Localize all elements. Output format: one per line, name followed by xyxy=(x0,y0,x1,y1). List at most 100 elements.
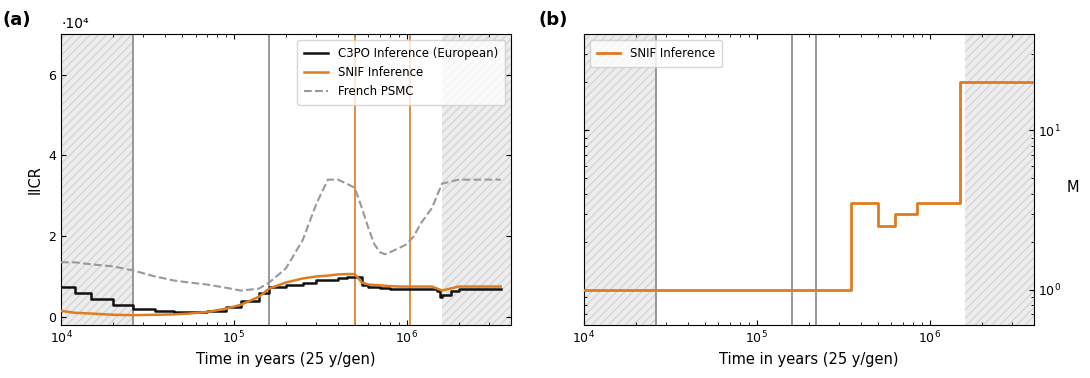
Text: (b): (b) xyxy=(538,11,568,29)
C3PO Inference (European) xyxy=(322,277,335,282)
Bar xyxy=(584,34,655,325)
French PSMC xyxy=(310,201,323,206)
Line: French PSMC: French PSMC xyxy=(61,180,500,291)
C3PO Inference (European) xyxy=(107,302,120,307)
French PSMC xyxy=(340,181,353,186)
C3PO Inference (European) xyxy=(234,298,247,303)
French PSMC xyxy=(126,268,140,273)
C3PO Inference (European) xyxy=(279,282,292,287)
SNIF Inference xyxy=(201,310,214,314)
SNIF Inference xyxy=(219,307,232,311)
SNIF Inference xyxy=(871,224,884,228)
SNIF Inference xyxy=(362,282,375,287)
C3PO Inference (European) xyxy=(414,286,427,291)
SNIF Inference xyxy=(310,274,323,279)
French PSMC xyxy=(374,250,387,254)
C3PO Inference (European) xyxy=(340,275,353,280)
C3PO Inference (European) xyxy=(433,294,446,299)
French PSMC xyxy=(408,234,421,239)
SNIF Inference xyxy=(414,284,427,289)
French PSMC xyxy=(263,280,276,285)
SNIF Inference xyxy=(107,313,120,317)
C3PO Inference (European) xyxy=(182,310,195,314)
SNIF Inference xyxy=(374,283,387,288)
SNIF Inference xyxy=(888,211,901,216)
French PSMC xyxy=(201,282,214,287)
X-axis label: Time in years (25 y/gen): Time in years (25 y/gen) xyxy=(196,352,376,367)
French PSMC xyxy=(168,278,181,283)
SNIF Inference xyxy=(1027,80,1040,85)
C3PO Inference (European) xyxy=(408,286,421,291)
SNIF Inference xyxy=(845,287,858,292)
French PSMC xyxy=(414,222,427,226)
French PSMC xyxy=(148,274,161,279)
Line: C3PO Inference (European): C3PO Inference (European) xyxy=(61,277,500,312)
French PSMC xyxy=(253,286,266,291)
French PSMC xyxy=(425,206,438,210)
C3PO Inference (European) xyxy=(435,292,448,297)
SNIF Inference xyxy=(431,286,444,291)
French PSMC xyxy=(494,177,507,182)
Text: (a): (a) xyxy=(2,11,31,29)
Bar xyxy=(61,34,133,325)
SNIF Inference xyxy=(126,313,140,318)
SNIF Inference xyxy=(384,284,397,288)
C3PO Inference (European) xyxy=(69,290,82,295)
Line: SNIF Inference: SNIF Inference xyxy=(61,274,500,315)
SNIF Inference xyxy=(182,311,195,316)
SNIF Inference xyxy=(435,288,448,293)
Legend: C3PO Inference (European), SNIF Inference, French PSMC: C3PO Inference (European), SNIF Inferenc… xyxy=(298,40,505,105)
French PSMC xyxy=(182,280,195,285)
C3PO Inference (European) xyxy=(348,275,361,280)
C3PO Inference (European) xyxy=(392,286,405,291)
C3PO Inference (European) xyxy=(54,284,68,289)
French PSMC xyxy=(378,252,391,257)
Legend: SNIF Inference: SNIF Inference xyxy=(590,40,723,67)
French PSMC xyxy=(400,242,413,246)
French PSMC xyxy=(469,177,482,182)
SNIF Inference xyxy=(911,211,924,216)
C3PO Inference (European) xyxy=(431,288,444,293)
French PSMC xyxy=(107,264,120,269)
Y-axis label: M: M xyxy=(1066,180,1079,195)
French PSMC xyxy=(54,260,68,265)
French PSMC xyxy=(483,177,496,182)
French PSMC xyxy=(331,177,344,182)
SNIF Inference xyxy=(392,284,405,289)
French PSMC xyxy=(234,288,247,293)
SNIF Inference xyxy=(494,284,507,289)
SNIF Inference xyxy=(954,201,967,205)
French PSMC xyxy=(362,226,375,230)
SNIF Inference xyxy=(322,273,335,278)
C3PO Inference (European) xyxy=(445,288,458,293)
Line: SNIF Inference: SNIF Inference xyxy=(584,82,1033,290)
SNIF Inference xyxy=(148,313,161,317)
SNIF Inference xyxy=(425,284,438,289)
French PSMC xyxy=(355,206,368,210)
French PSMC xyxy=(69,260,82,265)
SNIF Inference xyxy=(296,276,310,281)
SNIF Inference xyxy=(400,284,413,289)
C3PO Inference (European) xyxy=(374,285,387,290)
SNIF Inference xyxy=(888,224,901,228)
SNIF Inference xyxy=(845,201,858,205)
C3PO Inference (European) xyxy=(384,286,397,291)
SNIF Inference xyxy=(871,201,884,205)
C3PO Inference (European) xyxy=(148,308,161,313)
C3PO Inference (European) xyxy=(201,308,214,313)
Text: ·10⁴: ·10⁴ xyxy=(61,17,88,31)
SNIF Inference xyxy=(263,286,276,291)
French PSMC xyxy=(384,250,397,254)
C3PO Inference (European) xyxy=(263,284,276,289)
C3PO Inference (European) xyxy=(425,286,438,291)
SNIF Inference xyxy=(452,284,465,289)
French PSMC xyxy=(367,242,380,246)
C3PO Inference (European) xyxy=(362,284,375,289)
French PSMC xyxy=(452,177,465,182)
French PSMC xyxy=(348,186,361,190)
SNIF Inference xyxy=(340,272,353,276)
Y-axis label: IICR: IICR xyxy=(27,165,43,194)
C3PO Inference (European) xyxy=(296,280,310,285)
SNIF Inference xyxy=(69,310,82,315)
X-axis label: Time in years (25 y/gen): Time in years (25 y/gen) xyxy=(719,352,898,367)
